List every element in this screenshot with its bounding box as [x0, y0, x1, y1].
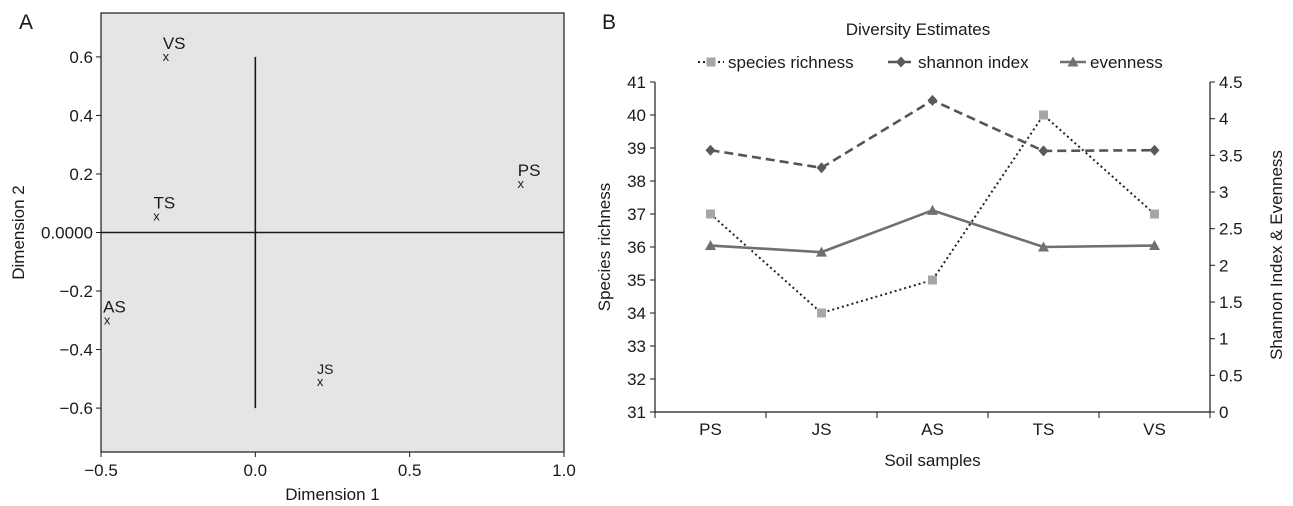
- right-y-tick-label: 0.5: [1219, 366, 1243, 385]
- x-tick-label: −0.5: [84, 461, 118, 480]
- y-tick-label: 0.4: [69, 106, 93, 125]
- x-axis-title: Soil samples: [884, 451, 980, 470]
- left-y-tick-label: 34: [627, 304, 646, 323]
- left-y-tick-label: 38: [627, 172, 646, 191]
- data-point-shannon-index: [1038, 145, 1049, 157]
- x-axis-title: Dimension 1: [285, 485, 380, 504]
- left-y-tick-label: 31: [627, 403, 646, 422]
- y-tick-label: −0.2: [59, 282, 93, 301]
- mds-scatter-chart: 0.6 0.4 0.2 0.0000 −0.2 −0.4 −0.6 −0.5 0.0 0.5 1.0…: [9, 12, 576, 504]
- x-tick-label: 0.5: [398, 461, 422, 480]
- y-tick-label: 0.2: [69, 165, 93, 184]
- left-y-tick-label: 32: [627, 370, 646, 389]
- right-y-tick-label: 2: [1219, 256, 1228, 275]
- panel-a-letter: A: [19, 11, 34, 34]
- point-marker: x: [153, 208, 160, 223]
- series-line-shannon-index: [710, 98, 1155, 170]
- x-tick-label: TS: [1033, 420, 1055, 439]
- data-point-shannon-index: [705, 144, 716, 156]
- left-y-tick-label: 36: [627, 238, 646, 257]
- chart-title: Diversity Estimates: [846, 20, 991, 39]
- series-line-evenness: [710, 208, 1155, 254]
- point-label: JS: [317, 361, 333, 377]
- data-point-shannon-index: [816, 162, 827, 174]
- right-y-axis-title: Shannon Index & Evenness: [1267, 150, 1286, 360]
- y-axis-title: Dimension 2: [9, 185, 28, 280]
- y-tick-label: 0.0000: [41, 224, 93, 243]
- legend-label: shannon index: [918, 53, 1029, 72]
- diversity-line-chart: Diversity Estimates313233343536373839404…: [595, 20, 1286, 470]
- legend-marker: [1067, 56, 1079, 67]
- left-y-axis-title: Species richness: [595, 183, 614, 312]
- legend-label: evenness: [1090, 53, 1163, 72]
- x-tick-label: VS: [1143, 420, 1166, 439]
- right-y-tick-label: 4.5: [1219, 73, 1243, 92]
- legend-marker: [896, 56, 906, 68]
- point-marker: x: [317, 374, 324, 389]
- legend-label: species richness: [728, 53, 854, 72]
- point-marker: x: [163, 49, 170, 64]
- left-y-tick-label: 39: [627, 139, 646, 158]
- x-tick-label: 1.0: [552, 461, 576, 480]
- panel-b-letter: B: [602, 11, 617, 34]
- left-y-tick-label: 33: [627, 337, 646, 356]
- right-y-tick-label: 3.5: [1219, 146, 1243, 165]
- right-y-tick-label: 0: [1219, 403, 1228, 422]
- y-tick-label: −0.4: [59, 341, 93, 360]
- data-point-evenness: [1038, 241, 1049, 252]
- data-point-species-richness: [1150, 209, 1159, 219]
- x-tick-label: PS: [699, 420, 722, 439]
- left-y-tick-label: 35: [627, 271, 646, 290]
- x-tick-label: JS: [812, 420, 832, 439]
- point-marker: x: [518, 176, 525, 191]
- point-label: VS: [163, 34, 186, 53]
- y-tick-label: −0.6: [59, 399, 93, 418]
- left-y-tick-label: 37: [627, 205, 646, 224]
- right-y-tick-label: 2.5: [1219, 220, 1243, 239]
- point-marker: x: [104, 312, 111, 327]
- point-label: TS: [154, 193, 176, 212]
- right-y-tick-label: 4: [1219, 110, 1228, 129]
- point-label: AS: [103, 297, 126, 316]
- x-tick-label: 0.0: [244, 461, 268, 480]
- data-point-species-richness: [928, 275, 937, 285]
- y-tick-label: 0.6: [69, 48, 93, 67]
- left-y-tick-label: 40: [627, 106, 646, 125]
- right-y-tick-label: 3: [1219, 183, 1228, 202]
- data-point-shannon-index: [927, 94, 938, 106]
- point-label: PS: [518, 161, 541, 180]
- right-y-tick-label: 1.5: [1219, 293, 1243, 312]
- data-point-evenness: [816, 246, 827, 257]
- data-point-species-richness: [706, 209, 715, 219]
- data-point-evenness: [1149, 240, 1160, 251]
- x-tick-label: AS: [921, 420, 944, 439]
- legend-marker: [706, 57, 716, 67]
- data-point-evenness: [927, 204, 938, 215]
- left-y-tick-label: 41: [627, 73, 646, 92]
- data-point-evenness: [705, 240, 716, 251]
- data-point-shannon-index: [1149, 144, 1160, 156]
- data-point-species-richness: [1039, 110, 1048, 120]
- data-point-species-richness: [817, 308, 826, 318]
- right-y-tick-label: 1: [1219, 330, 1228, 349]
